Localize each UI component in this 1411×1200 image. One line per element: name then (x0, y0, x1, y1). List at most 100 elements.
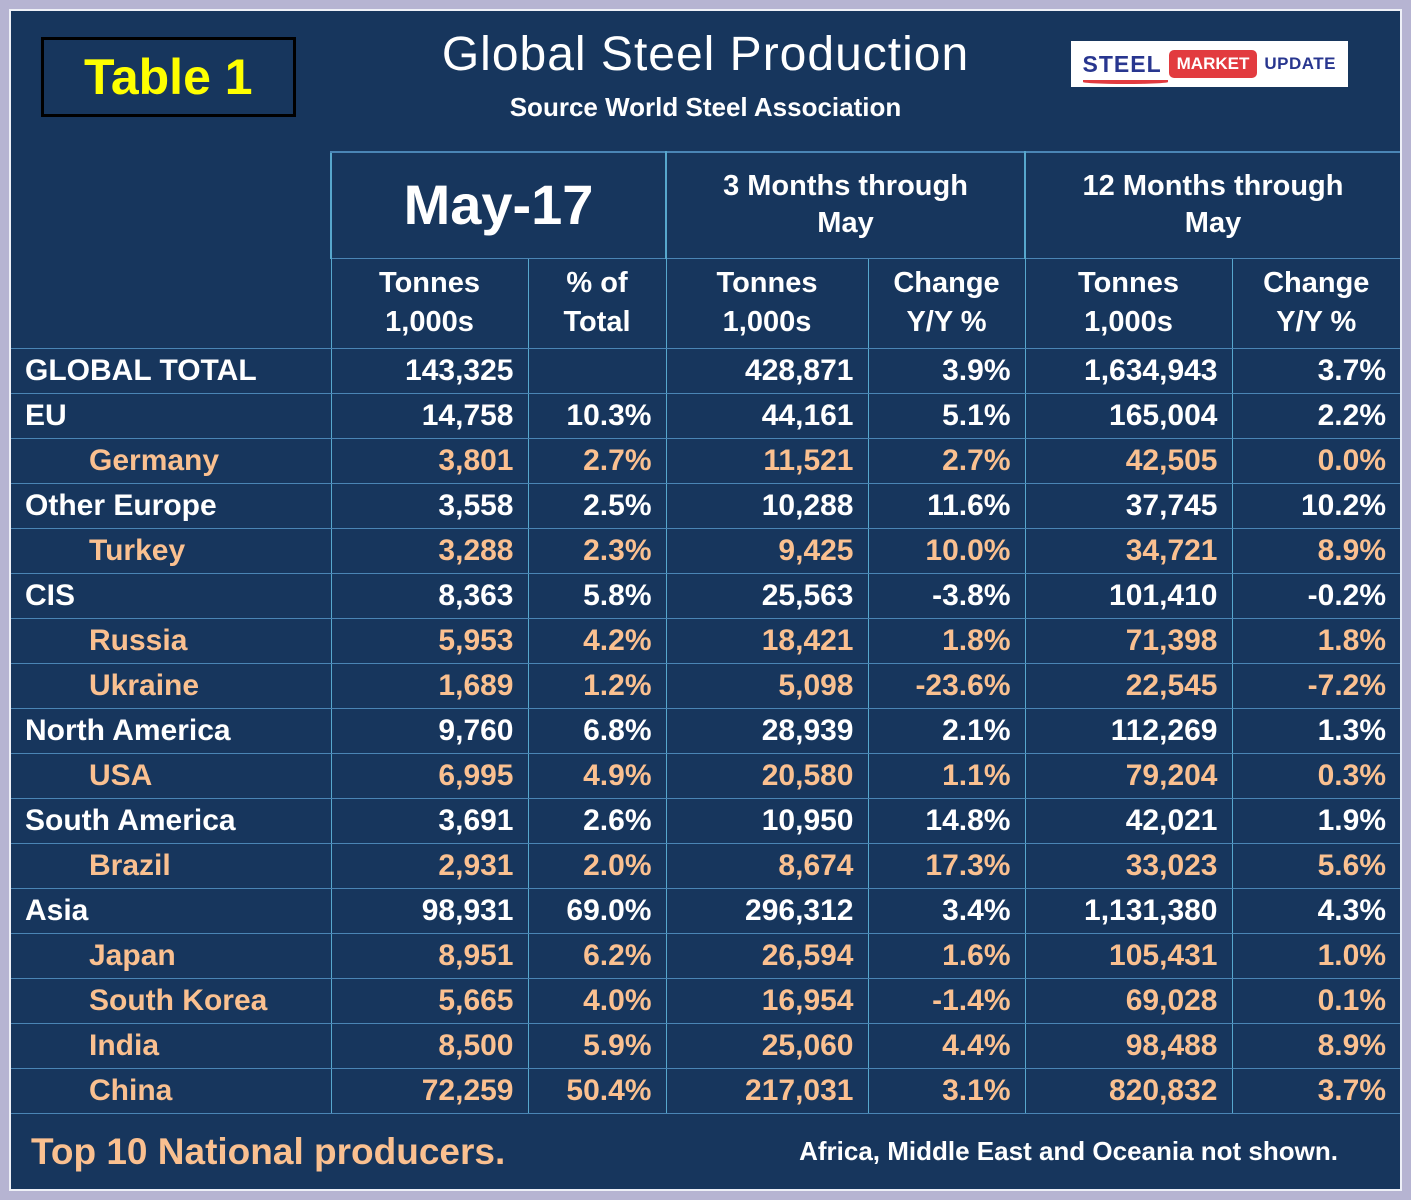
table-number-label: Table 1 (84, 49, 253, 105)
table-row: India 8,500 5.9% 25,060 4.4% 98,488 8.9% (11, 1022, 1400, 1069)
value-cell: 1.1% (867, 752, 1026, 799)
value-cell: 3.1% (867, 1067, 1026, 1113)
footer-note-right: Africa, Middle East and Oceania not show… (799, 1136, 1338, 1166)
table-row: Other Europe 3,558 2.5% 10,288 11.6% 37,745 10… (11, 482, 1400, 529)
value-cell: 44,161 (665, 392, 869, 439)
value-cell: 50.4% (527, 1067, 667, 1113)
value-cell: 296,312 (665, 887, 869, 934)
value-cell: 11,521 (665, 437, 869, 484)
table-row: Japan 8,951 6.2% 26,594 1.6% 105,431 1.0% (11, 932, 1400, 979)
value-cell: 2.0% (527, 842, 667, 889)
value-cell: 5.6% (1231, 842, 1400, 889)
value-cell: 112,269 (1024, 707, 1233, 754)
column-group-3-months: 3 Months through May (665, 151, 1026, 259)
header-spacer (11, 258, 331, 348)
value-cell: 4.0% (527, 977, 667, 1024)
value-cell: 2.7% (867, 437, 1026, 484)
row-label: South Korea (11, 977, 332, 1024)
column-header-0: Tonnes 1,000s (330, 257, 529, 349)
value-cell: 5.8% (527, 572, 667, 619)
column-header-4: Tonnes 1,000s (1024, 257, 1233, 349)
logo-market-badge: MARKET (1168, 50, 1258, 78)
value-cell: 1.8% (1231, 617, 1400, 664)
value-cell: 3.9% (867, 347, 1026, 394)
steel-production-panel: Table 1 Global Steel Production Source W… (9, 9, 1402, 1191)
column-group-12-months: 12 Months through May (1023, 151, 1400, 259)
value-cell: 69.0% (527, 887, 667, 934)
value-cell: 2.2% (1231, 392, 1400, 439)
value-cell: 2.7% (527, 437, 667, 484)
value-cell: -23.6% (867, 662, 1026, 709)
row-label: Japan (11, 932, 332, 979)
value-cell: 5,665 (330, 977, 529, 1024)
row-label: Germany (11, 437, 332, 484)
header: Table 1 Global Steel Production Source W… (11, 11, 1400, 151)
value-cell: 105,431 (1024, 932, 1233, 979)
value-cell: 22,545 (1024, 662, 1233, 709)
value-cell: 25,060 (665, 1022, 869, 1069)
row-label: Ukraine (11, 662, 332, 709)
value-cell: 2.5% (527, 482, 667, 529)
row-label: USA (11, 752, 332, 799)
value-cell: 9,760 (330, 707, 529, 754)
table-row: Russia 5,953 4.2% 18,421 1.8% 71,398 1.8% (11, 617, 1400, 664)
row-label: North America (11, 707, 332, 754)
value-cell: 0.0% (1231, 437, 1400, 484)
value-cell: 1.3% (1231, 707, 1400, 754)
value-cell: 4.2% (527, 617, 667, 664)
row-label: GLOBAL TOTAL (11, 347, 332, 394)
value-cell: 72,259 (330, 1067, 529, 1113)
row-label: Turkey (11, 527, 332, 574)
value-cell: 8.9% (1231, 527, 1400, 574)
value-cell: 1.8% (867, 617, 1026, 664)
value-cell: 20,580 (665, 752, 869, 799)
value-cell: 1,689 (330, 662, 529, 709)
source-caption: Source World Steel Association (509, 92, 902, 122)
footer-note-left: Top 10 National producers. (31, 1130, 506, 1172)
value-cell: 1.0% (1231, 932, 1400, 979)
steel-market-update-logo: STEEL MARKET UPDATE (1070, 41, 1348, 87)
footer: Top 10 National producers. Africa, Middl… (11, 1113, 1400, 1189)
row-label: India (11, 1022, 332, 1069)
value-cell: 71,398 (1024, 617, 1233, 664)
value-cell: 0.3% (1231, 752, 1400, 799)
value-cell: 4.3% (1231, 887, 1400, 934)
table-row: Turkey 3,288 2.3% 9,425 10.0% 34,721 8.9% (11, 527, 1400, 574)
column-header-5: Change Y/Y % (1231, 257, 1400, 349)
table-body: GLOBAL TOTAL 143,325 428,871 3.9% 1,634,943 3… (11, 347, 1400, 1113)
table-row: Germany 3,801 2.7% 11,521 2.7% 42,505 0.0% (11, 437, 1400, 484)
value-cell: 5,953 (330, 617, 529, 664)
value-cell: 10.0% (867, 527, 1026, 574)
value-cell: 9,425 (665, 527, 869, 574)
value-cell: 101,410 (1024, 572, 1233, 619)
value-cell: 6.2% (527, 932, 667, 979)
value-cell: 14,758 (330, 392, 529, 439)
column-group-header-row: May-17 3 Months through May 12 Months thr… (11, 151, 1400, 259)
value-cell: 1.9% (1231, 797, 1400, 844)
table-row: USA 6,995 4.9% 20,580 1.1% 79,204 0.3% (11, 752, 1400, 799)
table-row: CIS 8,363 5.8% 25,563 -3.8% 101,410 -0.2% (11, 572, 1400, 619)
value-cell: 34,721 (1024, 527, 1233, 574)
table-row: GLOBAL TOTAL 143,325 428,871 3.9% 1,634,943 3… (11, 347, 1400, 394)
table-row: Asia 98,931 69.0% 296,312 3.4% 1,131,380 4.3% (11, 887, 1400, 934)
value-cell: 3,691 (330, 797, 529, 844)
value-cell: 98,931 (330, 887, 529, 934)
table-number-badge: Table 1 (41, 37, 296, 117)
row-label: Brazil (11, 842, 332, 889)
value-cell: -0.2% (1231, 572, 1400, 619)
value-cell: 1,131,380 (1024, 887, 1233, 934)
value-cell: 143,325 (330, 347, 529, 394)
value-cell: 1,634,943 (1024, 347, 1233, 394)
steel-production-table: May-17 3 Months through May 12 Months thr… (11, 151, 1400, 1113)
table-row: Brazil 2,931 2.0% 8,674 17.3% 33,023 5.6% (11, 842, 1400, 889)
value-cell: 42,021 (1024, 797, 1233, 844)
row-label: China (11, 1067, 332, 1113)
column-group-may-17: May-17 (330, 151, 667, 259)
value-cell: 8,363 (330, 572, 529, 619)
header-spacer (11, 152, 331, 258)
row-label: South America (11, 797, 332, 844)
value-cell: 79,204 (1024, 752, 1233, 799)
value-cell: 98,488 (1024, 1022, 1233, 1069)
value-cell: 11.6% (867, 482, 1026, 529)
